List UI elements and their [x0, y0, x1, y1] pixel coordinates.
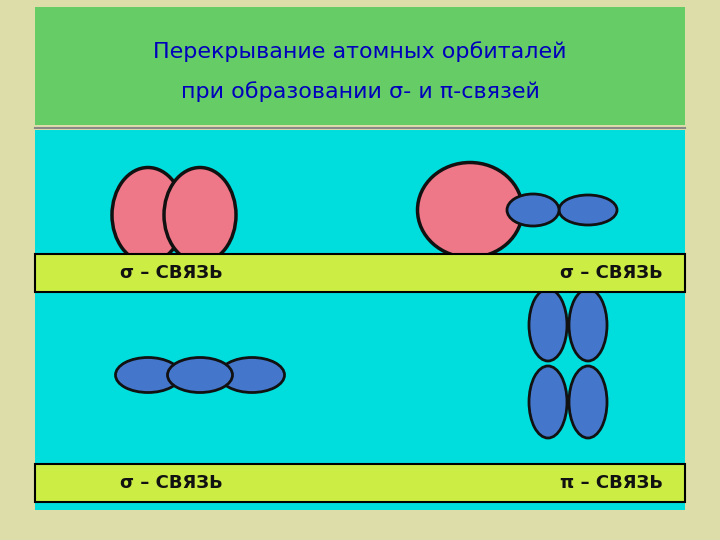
Bar — [35, 7, 685, 125]
Text: при образовании σ- и π-связей: при образовании σ- и π-связей — [181, 82, 539, 103]
Ellipse shape — [220, 357, 284, 393]
Ellipse shape — [559, 195, 617, 225]
Ellipse shape — [529, 366, 567, 438]
Text: σ – СВЯЗЬ: σ – СВЯЗЬ — [120, 474, 222, 492]
Ellipse shape — [112, 167, 184, 262]
Ellipse shape — [569, 366, 607, 438]
Ellipse shape — [115, 357, 181, 393]
Bar — [35, 464, 685, 502]
Ellipse shape — [168, 357, 233, 393]
Ellipse shape — [507, 194, 559, 226]
Ellipse shape — [418, 163, 523, 258]
Ellipse shape — [529, 289, 567, 361]
Text: σ – СВЯЗЬ: σ – СВЯЗЬ — [560, 264, 662, 282]
Text: π – СВЯЗЬ: π – СВЯЗЬ — [560, 474, 663, 492]
Text: Перекрывание атомных орбиталей: Перекрывание атомных орбиталей — [153, 42, 567, 63]
Text: σ – СВЯЗЬ: σ – СВЯЗЬ — [120, 264, 222, 282]
Ellipse shape — [569, 289, 607, 361]
Ellipse shape — [164, 167, 236, 262]
Bar — [35, 254, 685, 292]
Bar — [35, 130, 685, 510]
